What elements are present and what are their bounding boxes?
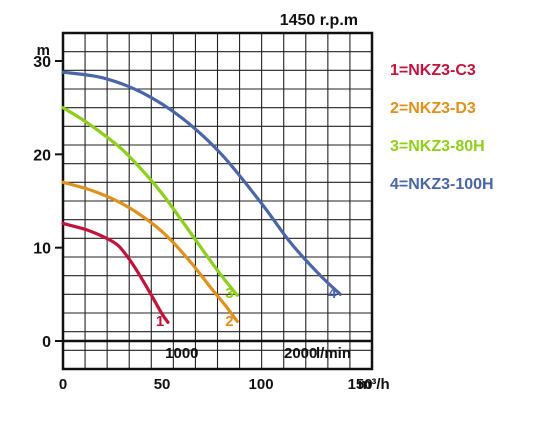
legend: 1=NKZ3-C3 2=NKZ3-D3 3=NKZ3-80H 4=NKZ3-100H: [390, 62, 494, 193]
plot-border: [61, 31, 374, 371]
series-layer: [61, 70, 342, 324]
series-line-3: [61, 106, 239, 297]
plot-frame: [55, 31, 374, 371]
curve-label-2: 2: [225, 313, 233, 330]
curve-label-1: 1: [156, 313, 164, 330]
axis-text: 1450 r.p.m m l/min m³/h 0 10 20 30 1000 2000 0…: [33, 12, 389, 393]
y-tick-label: 30: [33, 54, 51, 71]
series-line-1: [61, 221, 170, 324]
y-axis-label: m: [37, 42, 50, 59]
y-tick-label: 20: [33, 147, 51, 164]
series-line-4: [61, 70, 342, 296]
x-axis-label-bottom: m³/h: [358, 376, 390, 393]
x-tick-label-top: 1000: [165, 345, 198, 362]
x-tick-label-bottom: 150: [348, 376, 373, 393]
legend-entry-2: 2=NKZ3-D3: [390, 100, 476, 117]
x-tick-label-bottom: 50: [154, 376, 171, 393]
grid: [62, 32, 373, 370]
curve-label-3: 3: [225, 285, 233, 302]
curve-label-4: 4: [328, 285, 337, 302]
legend-entry-3: 3=NKZ3-80H: [390, 138, 485, 155]
legend-entry-4: 4=NKZ3-100H: [390, 176, 494, 193]
series-line-2: [61, 180, 239, 323]
legend-entry-1: 1=NKZ3-C3: [390, 62, 476, 79]
x-axis-label-top: l/min: [316, 345, 351, 362]
x-tick-label-bottom: 0: [59, 376, 67, 393]
chart-title: 1450 r.p.m: [280, 12, 358, 29]
x-tick-label-bottom: 100: [249, 376, 274, 393]
curve-number-labels: 1 2 3 4: [156, 285, 337, 330]
y-tick-label: 0: [42, 334, 51, 351]
y-tick-label: 10: [33, 241, 51, 258]
x-tick-label-top: 2000: [284, 345, 317, 362]
